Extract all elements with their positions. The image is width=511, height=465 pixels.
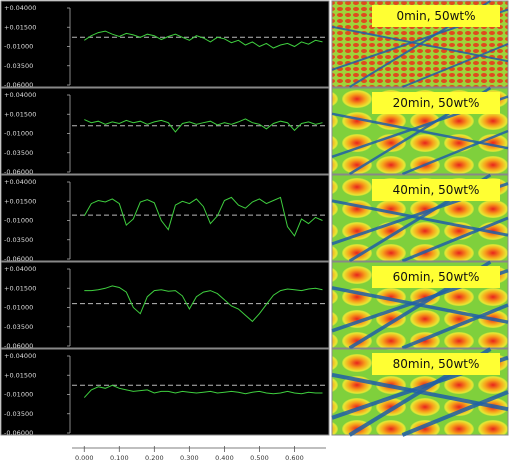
annotation-box — [372, 92, 500, 114]
micrograph: 40min, 50wt% — [331, 173, 509, 263]
fiber — [402, 43, 509, 88]
annotation-box — [372, 179, 500, 201]
y-tick-label: +0.01500 — [4, 23, 36, 31]
x-tick-label: 0.000 — [75, 454, 94, 462]
x-tick-label: 0.400 — [215, 454, 234, 462]
y-tick-label: +0.01500 — [4, 110, 36, 118]
y-tick-label: +0.04000 — [4, 178, 36, 186]
y-tick-label: -0.03500 — [4, 323, 33, 331]
micrograph: 80min, 50wt% — [331, 347, 509, 437]
annotation: 0min, 50wt% — [396, 9, 475, 23]
y-tick-label: -0.06000 — [4, 255, 33, 263]
y-tick-label: +0.04000 — [4, 91, 36, 99]
x-tick-label: 0.600 — [285, 454, 304, 462]
y-tick-label: -0.01000 — [4, 217, 33, 225]
y-tick-label: -0.01000 — [4, 391, 33, 399]
annotation: 80min, 50wt% — [393, 357, 480, 371]
x-tick-label: 0.300 — [180, 454, 199, 462]
y-tick-label: -0.03500 — [4, 62, 33, 70]
y-tick-label: -0.06000 — [4, 429, 33, 437]
fiber — [401, 390, 509, 437]
y-tick-label: -0.06000 — [4, 342, 33, 350]
panel-background — [0, 87, 330, 175]
y-tick-label: -0.01000 — [4, 304, 33, 312]
x-tick-label: 0.200 — [145, 454, 164, 462]
y-tick-label: -0.03500 — [4, 236, 33, 244]
annotation-box — [372, 353, 500, 375]
y-tick-label: +0.04000 — [4, 265, 36, 273]
fiber — [401, 303, 509, 350]
annotation: 20min, 50wt% — [393, 96, 480, 110]
y-tick-label: +0.04000 — [4, 352, 36, 360]
fiber — [401, 216, 509, 263]
y-tick-label: -0.06000 — [4, 168, 33, 176]
y-tick-label: -0.01000 — [4, 130, 33, 138]
y-tick-label: +0.01500 — [4, 371, 36, 379]
micrograph: 20min, 50wt% — [331, 86, 509, 176]
y-tick-label: -0.03500 — [4, 149, 33, 157]
fiber — [401, 129, 509, 176]
y-tick-label: -0.01000 — [4, 43, 33, 51]
y-tick-label: +0.01500 — [4, 284, 36, 292]
y-tick-label: +0.01500 — [4, 197, 36, 205]
annotation: 40min, 50wt% — [393, 183, 480, 197]
profile-line — [84, 30, 323, 49]
profile-line — [83, 196, 323, 237]
annotation-box — [372, 5, 500, 27]
x-tick-label: 0.100 — [110, 454, 129, 462]
micrograph: 60min, 50wt% — [331, 260, 509, 350]
annotation-box — [372, 266, 500, 288]
profile-line — [84, 118, 323, 133]
panel-background — [0, 174, 330, 262]
annotation: 60min, 50wt% — [393, 270, 480, 284]
y-tick-label: -0.06000 — [4, 81, 33, 89]
y-tick-label: +0.04000 — [4, 4, 36, 12]
micrograph: 0min, 50wt% — [331, 0, 509, 88]
y-tick-label: -0.03500 — [4, 410, 33, 418]
panel-background — [0, 0, 330, 88]
panel-background — [0, 261, 330, 349]
profile-line — [83, 384, 323, 398]
profile-line — [84, 285, 323, 323]
panel-background — [0, 348, 330, 436]
x-tick-label: 0.500 — [250, 454, 269, 462]
